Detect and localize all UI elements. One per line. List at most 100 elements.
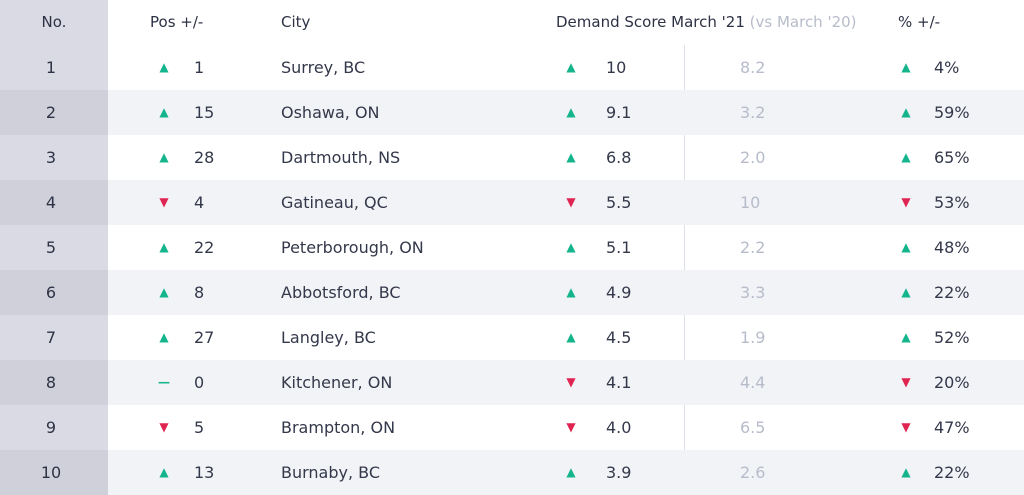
previous-demand-score: 1.9	[740, 328, 766, 347]
rank-cell-background	[0, 180, 108, 225]
triangle-up-icon: ▲	[901, 330, 911, 344]
row-background	[108, 90, 1024, 135]
dash-icon: —	[158, 375, 170, 389]
previous-demand-score: 10	[740, 193, 761, 212]
row-background	[108, 270, 1024, 315]
demand-score-value: 9.1	[606, 103, 632, 122]
position-change-value: 5	[194, 418, 205, 437]
triangle-up-icon: ▲	[566, 465, 576, 479]
city-name: Abbotsford, BC	[281, 283, 401, 302]
city-name: Burnaby, BC	[281, 463, 381, 482]
percent-change-value: 52%	[934, 328, 970, 347]
table-row: 6 ▲ 8 Abbotsford, BC ▲ 4.9 3.3 ▲ 22%	[0, 270, 1024, 315]
position-change-value: 15	[194, 103, 215, 122]
position-change-value: 22	[194, 238, 215, 257]
city-name: Brampton, ON	[281, 418, 396, 437]
previous-demand-score: 3.3	[740, 283, 766, 302]
triangle-up-icon: ▲	[566, 240, 576, 254]
triangle-down-icon: ▼	[901, 375, 911, 389]
table-row: 4 ▼ 4 Gatineau, QC ▼ 5.5 10 ▼ 53%	[0, 180, 1024, 225]
position-change-value: 1	[194, 58, 205, 77]
table-row: 8 — 0 Kitchener, ON ▼ 4.1 4.4 ▼ 20%	[0, 360, 1024, 405]
percent-change-value: 22%	[934, 283, 970, 302]
triangle-up-icon: ▲	[566, 60, 576, 74]
row-background	[108, 180, 1024, 225]
table-row: 10 ▲ 13 Burnaby, BC ▲ 3.9 2.6 ▲ 22%	[0, 450, 1024, 495]
previous-demand-score: 8.2	[740, 58, 766, 77]
demand-score-value: 4.0	[606, 418, 632, 437]
triangle-down-icon: ▼	[159, 420, 169, 434]
table-row: 2 ▲ 15 Oshawa, ON ▲ 9.1 3.2 ▲ 59%	[0, 90, 1024, 135]
header-demand-comparison: (vs March '20)	[749, 13, 857, 31]
percent-change-value: 59%	[934, 103, 970, 122]
rank-number: 9	[45, 418, 57, 437]
previous-demand-score: 4.4	[740, 373, 766, 392]
city-name: Langley, BC	[281, 328, 376, 347]
rank-number: 5	[45, 238, 57, 257]
triangle-up-icon: ▲	[566, 285, 576, 299]
city-name: Oshawa, ON	[281, 103, 380, 122]
triangle-up-icon: ▲	[901, 240, 911, 254]
triangle-up-icon: ▲	[566, 150, 576, 164]
triangle-up-icon: ▲	[159, 105, 169, 119]
triangle-up-icon: ▲	[159, 465, 169, 479]
triangle-down-icon: ▼	[566, 420, 576, 434]
triangle-down-icon: ▼	[901, 195, 911, 209]
city-name: Peterborough, ON	[281, 238, 424, 257]
demand-score-value: 4.5	[606, 328, 632, 347]
rank-number: 3	[45, 148, 57, 167]
percent-change-value: 20%	[934, 373, 970, 392]
city-name: Dartmouth, NS	[281, 148, 401, 167]
triangle-up-icon: ▲	[566, 330, 576, 344]
previous-demand-score: 2.6	[740, 463, 766, 482]
rank-number: 1	[45, 58, 57, 77]
header-percent-change: % +/-	[898, 13, 941, 31]
triangle-down-icon: ▼	[159, 195, 169, 209]
table-header: No. Pos +/- City Demand Score March '21 …	[0, 0, 1024, 45]
demand-score-value: 5.5	[606, 193, 632, 212]
triangle-up-icon: ▲	[901, 285, 911, 299]
demand-score-value: 3.9	[606, 463, 632, 482]
triangle-down-icon: ▼	[566, 375, 576, 389]
triangle-up-icon: ▲	[901, 465, 911, 479]
header-demand-score: Demand Score March '21 (vs March '20)	[556, 0, 857, 45]
percent-change-value: 53%	[934, 193, 970, 212]
triangle-up-icon: ▲	[901, 105, 911, 119]
triangle-up-icon: ▲	[901, 150, 911, 164]
rank-cell-background	[0, 270, 108, 315]
demand-score-value: 10	[606, 58, 627, 77]
rank-number: 8	[45, 373, 57, 392]
rank-number: 2	[45, 103, 57, 122]
city-name: Kitchener, ON	[281, 373, 393, 392]
triangle-up-icon: ▲	[566, 105, 576, 119]
position-change-value: 27	[194, 328, 215, 347]
previous-demand-score: 6.5	[740, 418, 766, 437]
rank-cell-background	[0, 360, 108, 405]
rank-number: 6	[45, 283, 57, 302]
table-row: 5 ▲ 22 Peterborough, ON ▲ 5.1 2.2 ▲ 48%	[0, 225, 1024, 270]
table-row: 1 ▲ 1 Surrey, BC ▲ 10 8.2 ▲ 4%	[0, 45, 1024, 90]
header-position-change: Pos +/-	[150, 13, 204, 31]
table-row: 7 ▲ 27 Langley, BC ▲ 4.5 1.9 ▲ 52%	[0, 315, 1024, 360]
rank-cell-background	[0, 90, 108, 135]
triangle-up-icon: ▲	[159, 330, 169, 344]
header-demand-score-label: Demand Score March '21	[556, 13, 745, 31]
triangle-down-icon: ▼	[566, 195, 576, 209]
previous-demand-score: 2.2	[740, 238, 766, 257]
row-background	[108, 450, 1024, 495]
header-no: No.	[41, 13, 67, 31]
city-name: Gatineau, QC	[281, 193, 388, 212]
triangle-up-icon: ▲	[159, 285, 169, 299]
rank-cell-background	[0, 450, 108, 495]
rank-number: 4	[45, 193, 57, 212]
demand-score-value: 4.9	[606, 283, 632, 302]
percent-change-value: 48%	[934, 238, 970, 257]
position-change-value: 13	[194, 463, 215, 482]
previous-demand-score: 3.2	[740, 103, 766, 122]
percent-change-value: 47%	[934, 418, 970, 437]
position-change-value: 28	[194, 148, 215, 167]
header-city: City	[281, 13, 311, 31]
triangle-down-icon: ▼	[901, 420, 911, 434]
row-background	[108, 360, 1024, 405]
